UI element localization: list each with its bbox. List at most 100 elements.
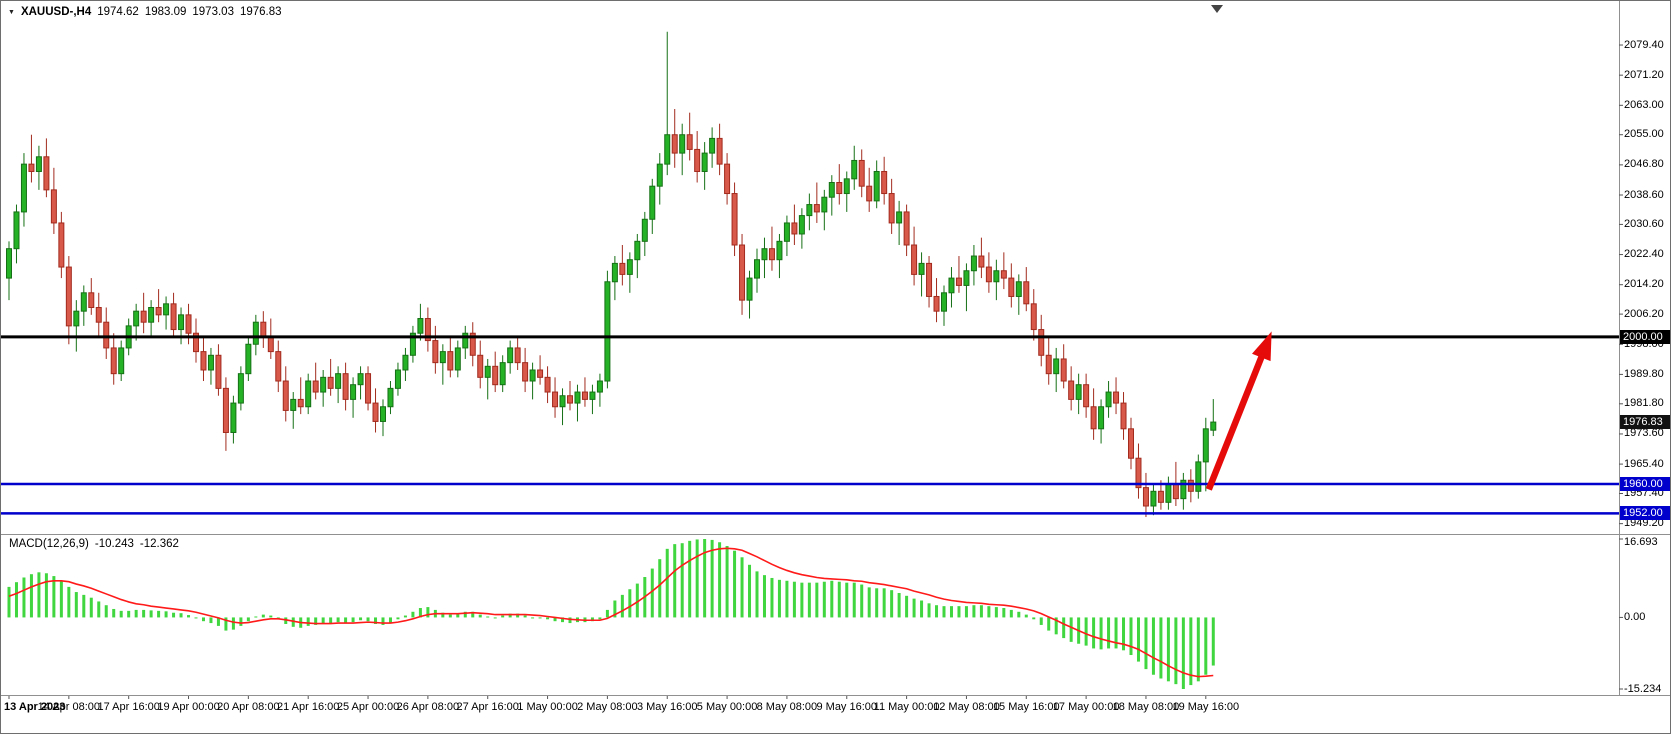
candle <box>357 373 364 386</box>
candle <box>28 163 35 172</box>
candle <box>911 244 918 275</box>
macd-bar <box>254 616 258 618</box>
candle <box>155 306 162 316</box>
macd-bar <box>905 595 909 618</box>
macd-bar <box>1069 617 1073 642</box>
candle <box>619 262 626 275</box>
candle <box>649 185 656 220</box>
macd-bar <box>329 617 333 624</box>
candle <box>454 347 461 371</box>
candle <box>701 152 708 172</box>
macd-bar <box>740 557 744 618</box>
macd-bar <box>665 548 669 618</box>
macd-bar <box>1211 617 1215 666</box>
macd-bar <box>867 587 871 618</box>
candle <box>1038 329 1045 356</box>
macd-bar <box>1002 608 1006 618</box>
macd-bar <box>119 610 123 618</box>
macd-bar <box>1189 617 1193 686</box>
macd-bar <box>703 539 707 618</box>
candle <box>664 134 671 165</box>
macd-bar <box>29 574 33 618</box>
candle <box>222 387 229 433</box>
macd-bar <box>718 542 722 618</box>
candle <box>163 303 170 316</box>
candle <box>424 318 431 342</box>
candle <box>372 402 379 422</box>
macd-bar <box>448 614 452 618</box>
macd-bar <box>598 617 602 620</box>
macd-bar <box>456 613 460 618</box>
candle <box>955 277 962 286</box>
macd-bar <box>912 598 916 618</box>
macd-name: MACD(12,26,9) <box>9 538 89 550</box>
macd-bar <box>7 586 11 618</box>
trend-arrow-line[interactable] <box>1205 352 1266 491</box>
chart-shift-marker-icon[interactable] <box>1211 5 1223 13</box>
macd-bar <box>134 609 138 618</box>
candle <box>933 295 940 312</box>
candle <box>252 321 259 345</box>
macd-bar <box>935 605 939 618</box>
macd-bar <box>755 571 759 618</box>
macd-bar <box>149 610 153 618</box>
macd-signal-line <box>8 547 1214 678</box>
candle <box>806 204 813 217</box>
macd-bar <box>635 583 639 618</box>
macd-bar <box>1122 617 1126 651</box>
candle <box>260 321 267 338</box>
candle <box>65 266 72 327</box>
macd-bar <box>381 617 385 625</box>
high-value: 1983.09 <box>144 6 187 18</box>
macd-bar <box>471 611 475 618</box>
candle <box>746 277 753 301</box>
candle <box>185 314 192 334</box>
candle <box>813 204 820 213</box>
candle <box>926 262 933 297</box>
macd-bar <box>538 617 542 619</box>
candle <box>1060 358 1067 382</box>
macd-bar <box>463 611 467 618</box>
candle <box>305 380 312 408</box>
candle <box>380 406 386 422</box>
candle <box>731 193 738 246</box>
macd-bar <box>261 614 265 618</box>
macd-bar <box>59 580 63 618</box>
candle <box>297 398 304 408</box>
candle <box>544 376 551 393</box>
candle <box>275 351 282 382</box>
macd-bar <box>1009 609 1013 618</box>
candle <box>1000 270 1007 279</box>
macd-bar <box>1054 617 1058 635</box>
candle <box>1172 483 1179 500</box>
candle <box>626 259 633 275</box>
candle <box>6 248 12 279</box>
candle <box>783 222 790 242</box>
candle <box>656 163 663 187</box>
macd-bar <box>890 590 894 618</box>
candle <box>918 262 925 275</box>
candle <box>469 332 476 356</box>
macd-bar <box>979 605 983 618</box>
candle <box>80 292 87 312</box>
macd-bar <box>239 617 243 626</box>
candle <box>365 373 372 404</box>
candle <box>507 347 514 364</box>
macd-bar <box>216 617 220 626</box>
candle <box>103 321 110 349</box>
macd-bar <box>785 580 789 618</box>
macd-bar <box>231 617 235 630</box>
candle <box>13 211 20 250</box>
macd-bar <box>508 613 512 618</box>
macd-bar <box>418 608 422 618</box>
symbol-dropdown-icon[interactable]: ▼ <box>8 8 15 16</box>
candle <box>417 318 424 334</box>
candle <box>215 354 222 389</box>
candle <box>963 270 970 286</box>
candle <box>73 310 80 327</box>
candle <box>1210 421 1217 431</box>
macd-bar <box>201 617 205 622</box>
macd-bar <box>493 617 497 619</box>
candle <box>641 218 648 242</box>
